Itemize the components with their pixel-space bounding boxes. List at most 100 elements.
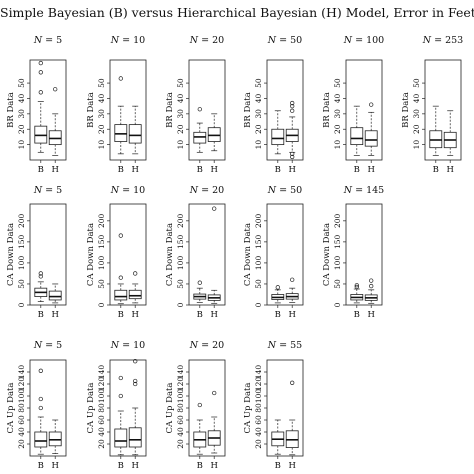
outlier-point [38,271,43,276]
y-tick-label: 140 [17,365,26,380]
x-tick-label: H [367,310,374,320]
y-tick-label: 140 [97,365,106,380]
y-axis-title: CA Up Data [86,382,96,433]
outlier-point [354,284,359,290]
x-tick-label: B [433,165,439,175]
y-tick-label: 100 [17,389,26,404]
x-tick-label: H [288,461,295,471]
panel-header: N = 253 [422,35,463,46]
box-b: B [114,233,128,320]
y-tick-label: 50 [176,279,185,289]
y-tick-label: 40 [17,427,26,437]
outlier-point [118,233,123,238]
y-tick-label: 200 [97,213,106,228]
outlier-point [197,107,202,112]
y-tick-label: 20 [412,124,421,134]
box-h: H [48,419,62,471]
x-tick-label: B [118,165,124,175]
iqr-box [48,431,62,447]
y-tick-label: 120 [254,377,263,392]
y-tick-label: 40 [176,427,185,437]
y-tick-label: 40 [254,93,263,103]
y-tick-label: 100 [176,256,185,271]
box-h: H [48,87,62,175]
box-h: H [285,100,299,175]
y-tick-label: 20 [333,124,342,134]
panel-header: N = 5 [33,35,62,46]
x-tick-label: H [131,461,138,471]
y-tick-label: 100 [97,389,106,404]
box-h: H [128,359,142,471]
box-h: H [128,271,142,320]
y-tick-label: 20 [254,124,263,134]
outlier-point [197,280,202,285]
box-b: B [271,285,285,320]
y-axis-title: BR Data [322,92,332,128]
box-h: H [207,113,221,175]
outlier-point [290,151,295,156]
y-tick-label: 100 [176,389,185,404]
y-tick-label: 30 [176,109,185,119]
y-axis-title: CA Down Data [322,223,332,286]
iqr-box [128,124,142,144]
panel-header: N = 20 [189,35,224,46]
outlier-point [38,70,43,75]
outlier-point [38,60,43,66]
y-tick-label: 120 [176,377,185,392]
iqr-box [128,289,142,300]
outlier-point [38,90,43,95]
y-axis-title: CA Up Data [165,382,175,433]
iqr-box [364,130,378,147]
panel-frame [29,59,67,161]
y-tick-label: 200 [17,213,26,228]
y-tick-label: 40 [17,93,26,103]
panel-frame [188,59,226,161]
y-tick-label: 40 [254,427,263,437]
y-tick-label: 200 [333,213,342,228]
y-tick-label: 200 [176,213,185,228]
y-tick-label: 50 [17,78,26,88]
y-tick-label: 80 [176,403,185,413]
x-tick-label: H [131,165,138,175]
x-tick-label: B [38,461,44,471]
y-tick-label: 30 [412,109,421,119]
outlier-point [133,381,138,387]
y-tick-label: 100 [254,389,263,404]
x-tick-label: H [51,310,58,320]
box-h: H [285,380,299,471]
outlier-point [38,274,43,279]
y-tick-label: 140 [176,365,185,380]
outlier-point [133,359,138,364]
panel-frame [29,203,67,306]
x-tick-label: H [288,310,295,320]
y-tick-label: 80 [17,403,26,413]
y-tick-label: 60 [176,415,185,425]
y-axis-title: BR Data [86,92,96,128]
x-tick-label: B [354,310,360,320]
x-tick-label: B [38,310,44,320]
y-tick-label: 20 [97,439,106,449]
box-h: H [128,105,142,175]
box-b: B [114,76,128,175]
y-tick-label: 50 [412,78,421,88]
y-tick-label: 60 [97,415,106,425]
panel-header: N = 5 [33,185,62,196]
panel-header: N = 50 [267,185,302,196]
box-b: B [34,368,48,471]
y-tick-label: 50 [254,78,263,88]
y-tick-label: 40 [176,93,185,103]
box-b: B [34,271,48,320]
panel-frame [109,59,147,161]
y-tick-label: 10 [412,140,421,150]
outlier-point [118,76,123,81]
panel-frame [424,59,462,161]
y-tick-label: 30 [97,109,106,119]
y-tick-label: 0 [17,302,26,307]
